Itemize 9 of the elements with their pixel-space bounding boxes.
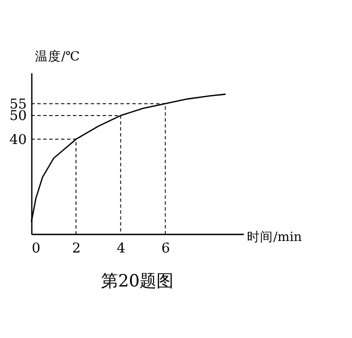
x-tick-label: 2 xyxy=(72,240,81,256)
y-tick-label: 50 xyxy=(9,108,27,124)
x-axis-title: 时间/min xyxy=(247,229,302,244)
x-tick-label: 4 xyxy=(116,240,126,256)
x-tick-label: 6 xyxy=(161,240,170,256)
y-axis-title: 温度/℃ xyxy=(35,48,80,64)
y-tick-label: 40 xyxy=(9,132,27,148)
text: 第20题图 xyxy=(101,270,174,291)
x-tick-label: 0 xyxy=(32,240,40,256)
